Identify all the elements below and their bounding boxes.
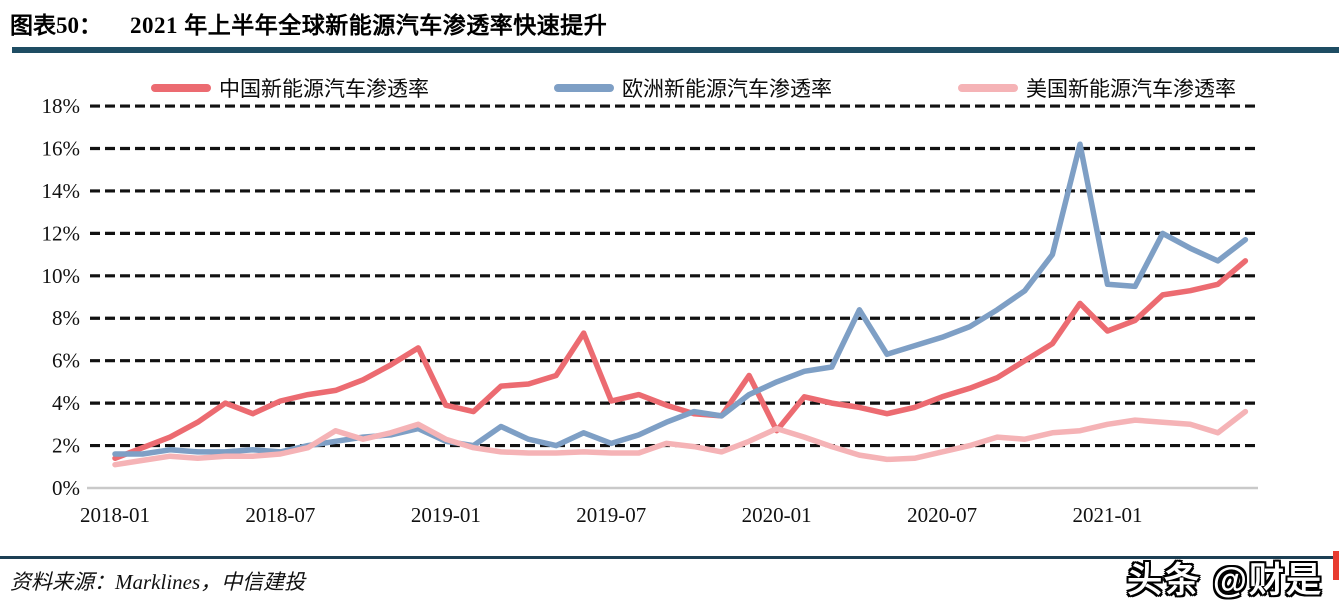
y-tick-label-6: 6% (52, 349, 80, 373)
y-tick-label-10: 10% (42, 264, 81, 288)
x-tick-label-2019-01: 2019-01 (411, 503, 481, 527)
figure-number-label: 图表50： (10, 13, 102, 38)
x-tick-label-2020-01: 2020-01 (742, 503, 812, 527)
nev-penetration-line-chart: 0% 2% 4% 6% 8% 10% 12% 14% 16% 18% 2018-01 2018-07 2… (42, 78, 1258, 527)
y-tick-label-12: 12% (42, 221, 81, 245)
y-tick-label-4: 4% (52, 391, 80, 415)
y-tick-label-18: 18% (42, 94, 81, 118)
footer-divider-bar (0, 556, 1339, 559)
legend-label-china: 中国新能源汽车渗透率 (219, 78, 429, 101)
x-tick-label-2020-07: 2020-07 (907, 503, 977, 527)
x-tick-label-2019-07: 2019-07 (576, 503, 646, 527)
us-series-line (112, 408, 1249, 468)
legend-label-europe: 欧洲新能源汽车渗透率 (622, 78, 832, 101)
watermark-text: 头条 @财是 (1127, 561, 1323, 600)
figure-title: 2021 年上半年全球新能源汽车渗透率快速提升 (130, 13, 608, 38)
y-tick-label-16: 16% (42, 136, 81, 160)
y-tick-label-2: 2% (52, 434, 80, 458)
y-tick-label-0: 0% (52, 476, 80, 500)
x-tick-label-2021-01: 2021-01 (1073, 503, 1143, 527)
x-tick-label-2018-01: 2018-01 (80, 503, 150, 527)
cropped-logo-sliver (1333, 551, 1339, 580)
china-series-line (112, 258, 1249, 462)
chart-header: 图表50： 2021 年上半年全球新能源汽车渗透率快速提升 (10, 6, 607, 40)
x-tick-label-2018-07: 2018-07 (245, 503, 315, 527)
source-attribution: 资料来源：Marklines，中信建投 (10, 570, 306, 594)
legend-label-us: 美国新能源汽车渗透率 (1026, 78, 1236, 101)
title-divider-bar (12, 47, 1339, 53)
y-tick-label-14: 14% (42, 179, 81, 203)
y-tick-label-8: 8% (52, 306, 80, 330)
